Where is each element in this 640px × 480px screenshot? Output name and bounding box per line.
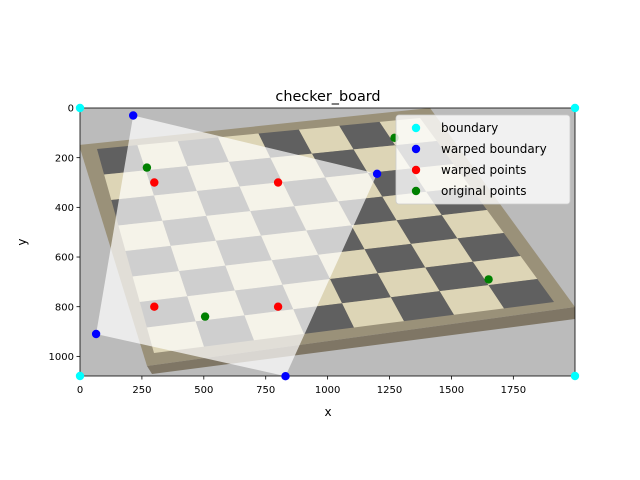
legend-marker-warped-points <box>411 165 421 175</box>
warped-boundary-point <box>91 329 101 339</box>
x-tick-label: 0 <box>77 385 83 396</box>
board-square <box>439 285 504 315</box>
boundary-point <box>75 371 85 381</box>
original-points-point <box>142 163 152 172</box>
warped-boundary-point <box>129 111 138 120</box>
warped-points-point <box>273 178 283 187</box>
y-axis-label: y <box>15 238 29 245</box>
warped-points-point <box>273 302 283 311</box>
warped-boundary-point <box>372 169 382 178</box>
boundary-point <box>570 371 580 381</box>
original-points-point <box>200 312 210 321</box>
board-square <box>411 238 473 268</box>
warped-region <box>96 115 378 376</box>
board-square <box>330 273 391 304</box>
x-tick-label: 1250 <box>377 385 402 396</box>
x-tick-label: 1750 <box>501 385 526 396</box>
x-tick-label: 250 <box>132 385 151 396</box>
legend-box <box>395 114 571 205</box>
chart-title: checker_board <box>275 89 380 105</box>
boundary-point <box>570 103 580 113</box>
y-tick-label: 600 <box>55 253 74 264</box>
legend-marker-warped-boundary <box>411 144 421 154</box>
y-axis-ticks: 0 200 400 600 800 1000 <box>49 104 80 363</box>
board-square <box>390 291 454 322</box>
y-tick-label: 800 <box>55 302 74 313</box>
y-tick-label: 0 <box>68 104 74 115</box>
warped-points-point <box>150 302 159 311</box>
legend-label-boundary: boundary <box>441 121 498 135</box>
board-square <box>457 233 521 262</box>
board-square <box>396 215 458 244</box>
board-square <box>488 279 554 309</box>
x-tick-label: 500 <box>194 385 213 396</box>
y-tick-label: 200 <box>55 153 74 164</box>
y-tick-label: 400 <box>55 203 74 214</box>
y-tick-label: 1000 <box>49 352 74 363</box>
board-square <box>342 297 404 328</box>
x-tick-label: 1000 <box>315 385 340 396</box>
board-square <box>441 210 504 239</box>
boundary-point <box>75 103 85 113</box>
legend-marker-boundary <box>411 123 421 133</box>
x-tick-label: 1500 <box>439 385 464 396</box>
board-square <box>298 125 354 154</box>
x-tick-label: 750 <box>256 385 275 396</box>
board-square <box>425 261 489 292</box>
original-points-point <box>484 275 493 284</box>
board-square <box>339 121 396 150</box>
board-square <box>351 220 411 250</box>
warped-points-point <box>150 178 159 187</box>
legend-marker-original-points <box>411 186 421 196</box>
legend: boundary warped boundary warped points orig… <box>395 114 571 205</box>
board-square <box>377 267 440 298</box>
x-axis-label: x <box>324 405 331 419</box>
scatter-markers <box>75 103 580 381</box>
warped-boundary-point <box>281 372 290 381</box>
legend-label-original-points: original points <box>441 184 527 198</box>
legend-label-warped-boundary: warped boundary <box>441 142 547 156</box>
board-square <box>364 243 426 274</box>
legend-label-warped-points: warped points <box>441 163 526 177</box>
x-axis-ticks: 0 250 500 750 1000 1250 1500 1750 <box>77 376 526 396</box>
